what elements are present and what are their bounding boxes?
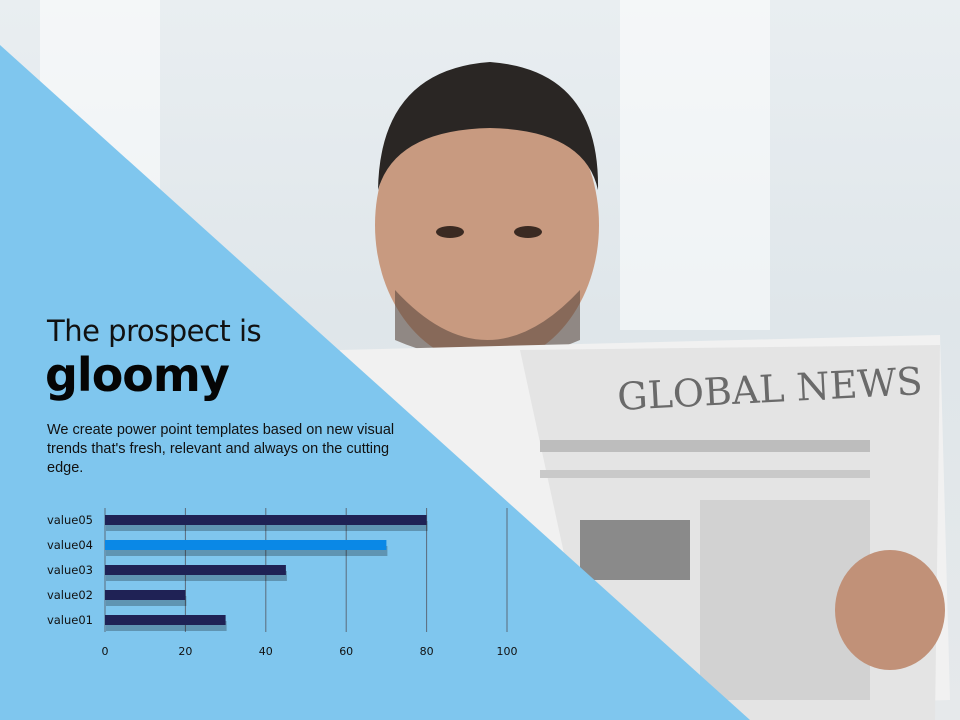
y-category-label: value03	[47, 563, 93, 577]
bar-value05	[105, 515, 427, 525]
x-tick-label: 80	[420, 645, 434, 658]
bar-shadow	[106, 521, 428, 531]
y-category-label: value02	[47, 588, 93, 602]
bar-value04	[105, 540, 387, 550]
bar-shadow	[106, 546, 388, 556]
slide-title-line2: gloomy	[45, 348, 230, 402]
x-tick-label: 60	[339, 645, 353, 658]
slide-title-line1: The prospect is	[47, 314, 262, 348]
y-category-label: value05	[47, 513, 93, 527]
y-category-label: value04	[47, 538, 93, 552]
bar-shadow	[106, 621, 227, 631]
slide-body-text: We create power point templates based on…	[47, 422, 395, 476]
man-head	[375, 85, 599, 365]
x-tick-label: 100	[497, 645, 518, 658]
bar-value01	[105, 615, 226, 625]
bar-value03	[105, 565, 286, 575]
x-tick-label: 20	[178, 645, 192, 658]
x-tick-label: 0	[102, 645, 109, 658]
bar-shadow	[106, 596, 187, 606]
y-category-label: value01	[47, 613, 93, 627]
x-tick-label: 40	[259, 645, 273, 658]
bar-shadow	[106, 571, 287, 581]
bar-value02	[105, 590, 186, 600]
